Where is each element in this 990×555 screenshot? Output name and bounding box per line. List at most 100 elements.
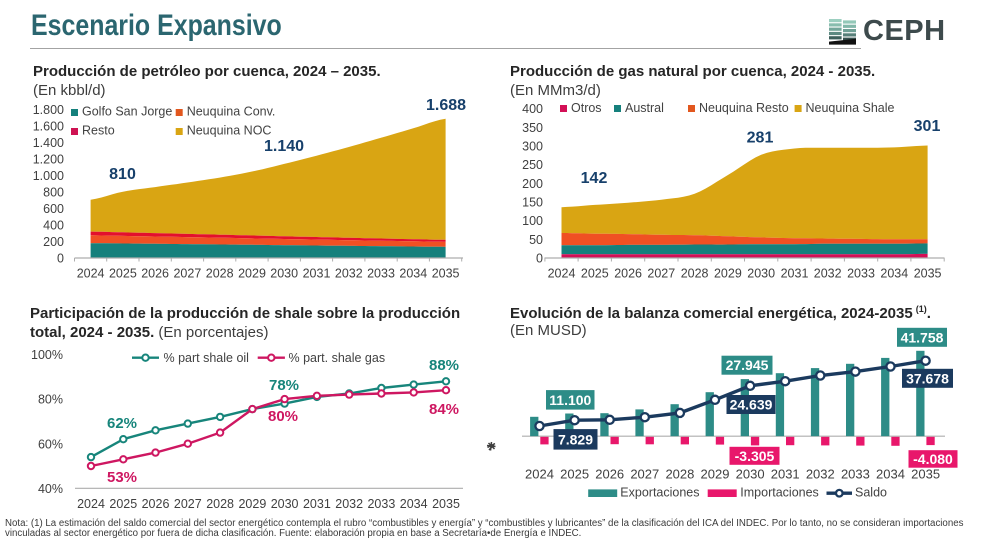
- svg-text:2026: 2026: [142, 497, 170, 511]
- svg-text:2034: 2034: [876, 466, 905, 481]
- svg-text:2029: 2029: [238, 266, 266, 280]
- svg-text:2026: 2026: [614, 266, 642, 280]
- svg-text:Otros: Otros: [571, 101, 602, 115]
- svg-text:1.200: 1.200: [33, 153, 64, 167]
- svg-text:2031: 2031: [303, 266, 331, 280]
- svg-text:2033: 2033: [367, 497, 395, 511]
- svg-text:350: 350: [522, 121, 543, 135]
- svg-text:2028: 2028: [681, 266, 709, 280]
- svg-text:2029: 2029: [238, 497, 266, 511]
- svg-text:1.600: 1.600: [33, 120, 64, 134]
- svg-text:80%: 80%: [38, 393, 63, 407]
- svg-text:-4.080: -4.080: [913, 451, 953, 467]
- svg-text:88%: 88%: [429, 357, 459, 374]
- svg-text:2032: 2032: [335, 497, 363, 511]
- svg-text:37.678: 37.678: [906, 370, 949, 386]
- svg-text:Neuquina Resto: Neuquina Resto: [699, 101, 789, 115]
- svg-text:2026: 2026: [141, 266, 169, 280]
- svg-text:1.140: 1.140: [264, 138, 304, 155]
- svg-text:800: 800: [43, 186, 64, 200]
- svg-text:2032: 2032: [806, 466, 835, 481]
- svg-text:Neuquina Conv.: Neuquina Conv.: [187, 105, 276, 119]
- svg-text:2031: 2031: [771, 466, 800, 481]
- svg-text:150: 150: [522, 196, 543, 210]
- svg-text:Exportaciones: Exportaciones: [620, 485, 699, 499]
- svg-text:300: 300: [522, 140, 543, 154]
- svg-text:2025: 2025: [581, 266, 609, 280]
- svg-text:1.800: 1.800: [33, 103, 64, 117]
- svg-text:2030: 2030: [736, 466, 765, 481]
- svg-text:2031: 2031: [303, 497, 331, 511]
- svg-text:50: 50: [529, 233, 543, 247]
- svg-text:-3.305: -3.305: [735, 448, 775, 464]
- svg-text:7.829: 7.829: [558, 431, 593, 447]
- svg-text:60%: 60%: [38, 437, 63, 451]
- svg-text:2035: 2035: [914, 266, 942, 280]
- svg-text:% part. shale gas: % part. shale gas: [289, 351, 386, 365]
- svg-text:53%: 53%: [107, 469, 137, 486]
- svg-text:2027: 2027: [174, 497, 202, 511]
- svg-text:2028: 2028: [206, 266, 234, 280]
- svg-text:281: 281: [747, 130, 774, 147]
- svg-text:2025: 2025: [109, 497, 137, 511]
- svg-text:80%: 80%: [268, 408, 298, 425]
- svg-text:0: 0: [57, 252, 64, 266]
- svg-text:2033: 2033: [367, 266, 395, 280]
- svg-text:40%: 40%: [38, 482, 63, 496]
- svg-text:84%: 84%: [429, 401, 459, 418]
- svg-text:2028: 2028: [665, 466, 694, 481]
- svg-text:250: 250: [522, 158, 543, 172]
- svg-text:2034: 2034: [399, 266, 427, 280]
- svg-text:2032: 2032: [814, 266, 842, 280]
- svg-text:1.400: 1.400: [33, 136, 64, 150]
- svg-text:810: 810: [109, 166, 136, 183]
- svg-text:11.100: 11.100: [549, 392, 591, 408]
- svg-text:2032: 2032: [335, 266, 363, 280]
- svg-text:200: 200: [522, 177, 543, 191]
- svg-text:2024: 2024: [525, 466, 554, 481]
- svg-text:2034: 2034: [880, 266, 908, 280]
- svg-text:1.688: 1.688: [426, 97, 466, 114]
- svg-text:2024: 2024: [77, 266, 105, 280]
- svg-text:301: 301: [914, 118, 941, 135]
- svg-text:% part shale oil: % part shale oil: [164, 351, 249, 365]
- svg-text:400: 400: [522, 102, 543, 116]
- svg-text:Golfo San Jorge: Golfo San Jorge: [82, 105, 172, 119]
- svg-text:2030: 2030: [271, 497, 299, 511]
- svg-text:100%: 100%: [31, 348, 63, 362]
- svg-text:200: 200: [43, 235, 64, 249]
- svg-text:2035: 2035: [911, 466, 940, 481]
- svg-text:2035: 2035: [432, 266, 460, 280]
- svg-text:2024: 2024: [77, 497, 105, 511]
- svg-text:2029: 2029: [701, 466, 730, 481]
- svg-text:Importaciones: Importaciones: [740, 485, 819, 499]
- svg-text:2025: 2025: [109, 266, 137, 280]
- svg-text:Austral: Austral: [625, 101, 664, 115]
- svg-text:100: 100: [522, 214, 543, 228]
- svg-text:2028: 2028: [206, 497, 234, 511]
- svg-text:Resto: Resto: [82, 124, 115, 138]
- svg-text:2035: 2035: [432, 497, 460, 511]
- svg-text:2030: 2030: [747, 266, 775, 280]
- svg-text:2027: 2027: [630, 466, 659, 481]
- svg-text:78%: 78%: [269, 377, 299, 394]
- svg-text:Neuquina Shale: Neuquina Shale: [806, 101, 895, 115]
- svg-text:2031: 2031: [781, 266, 809, 280]
- svg-text:Neuquina NOC: Neuquina NOC: [187, 124, 272, 138]
- svg-text:2026: 2026: [595, 466, 624, 481]
- svg-text:2029: 2029: [714, 266, 742, 280]
- svg-text:2027: 2027: [173, 266, 201, 280]
- svg-text:1.000: 1.000: [33, 169, 64, 183]
- svg-text:0: 0: [536, 252, 543, 266]
- svg-text:600: 600: [43, 202, 64, 216]
- svg-text:142: 142: [581, 170, 608, 187]
- svg-text:24.639: 24.639: [730, 397, 773, 413]
- svg-text:2033: 2033: [847, 266, 875, 280]
- svg-text:2024: 2024: [548, 266, 576, 280]
- svg-text:400: 400: [43, 219, 64, 233]
- svg-text:2030: 2030: [270, 266, 298, 280]
- svg-text:Saldo: Saldo: [855, 485, 887, 499]
- svg-text:62%: 62%: [107, 415, 137, 432]
- svg-text:27.945: 27.945: [726, 357, 769, 373]
- svg-text:2034: 2034: [400, 497, 428, 511]
